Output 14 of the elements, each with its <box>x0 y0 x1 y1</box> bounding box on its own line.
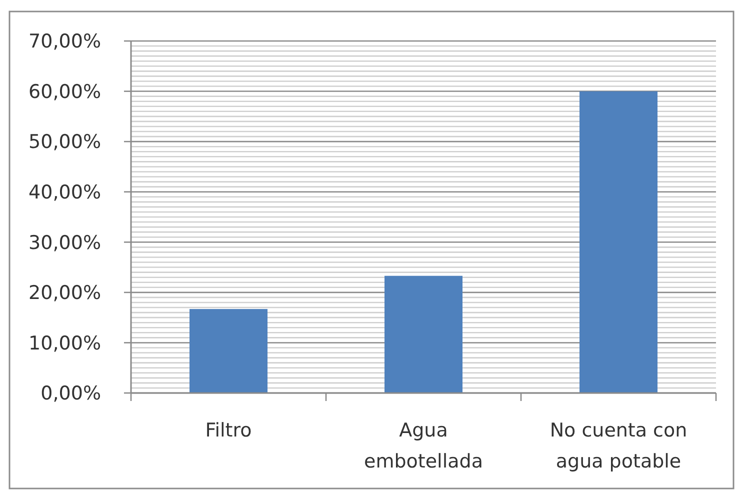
y-tick-label: 20,00% <box>28 282 101 304</box>
y-tick-label: 50,00% <box>28 131 101 154</box>
y-tick-label: 30,00% <box>28 232 101 254</box>
y-tick-label: 0,00% <box>40 382 101 405</box>
x-tick-label: Agua embotellada <box>364 420 483 473</box>
x-tick-label: Filtro <box>205 420 252 442</box>
y-tick-label: 10,00% <box>28 332 101 354</box>
bar <box>384 276 462 393</box>
y-tick-label: 60,00% <box>28 80 101 103</box>
bar <box>190 309 268 393</box>
x-tick-label: No cuenta con agua potable <box>550 420 688 473</box>
y-tick-label: 70,00% <box>28 30 101 53</box>
y-tick-label: 40,00% <box>28 182 101 204</box>
bar <box>580 91 658 393</box>
